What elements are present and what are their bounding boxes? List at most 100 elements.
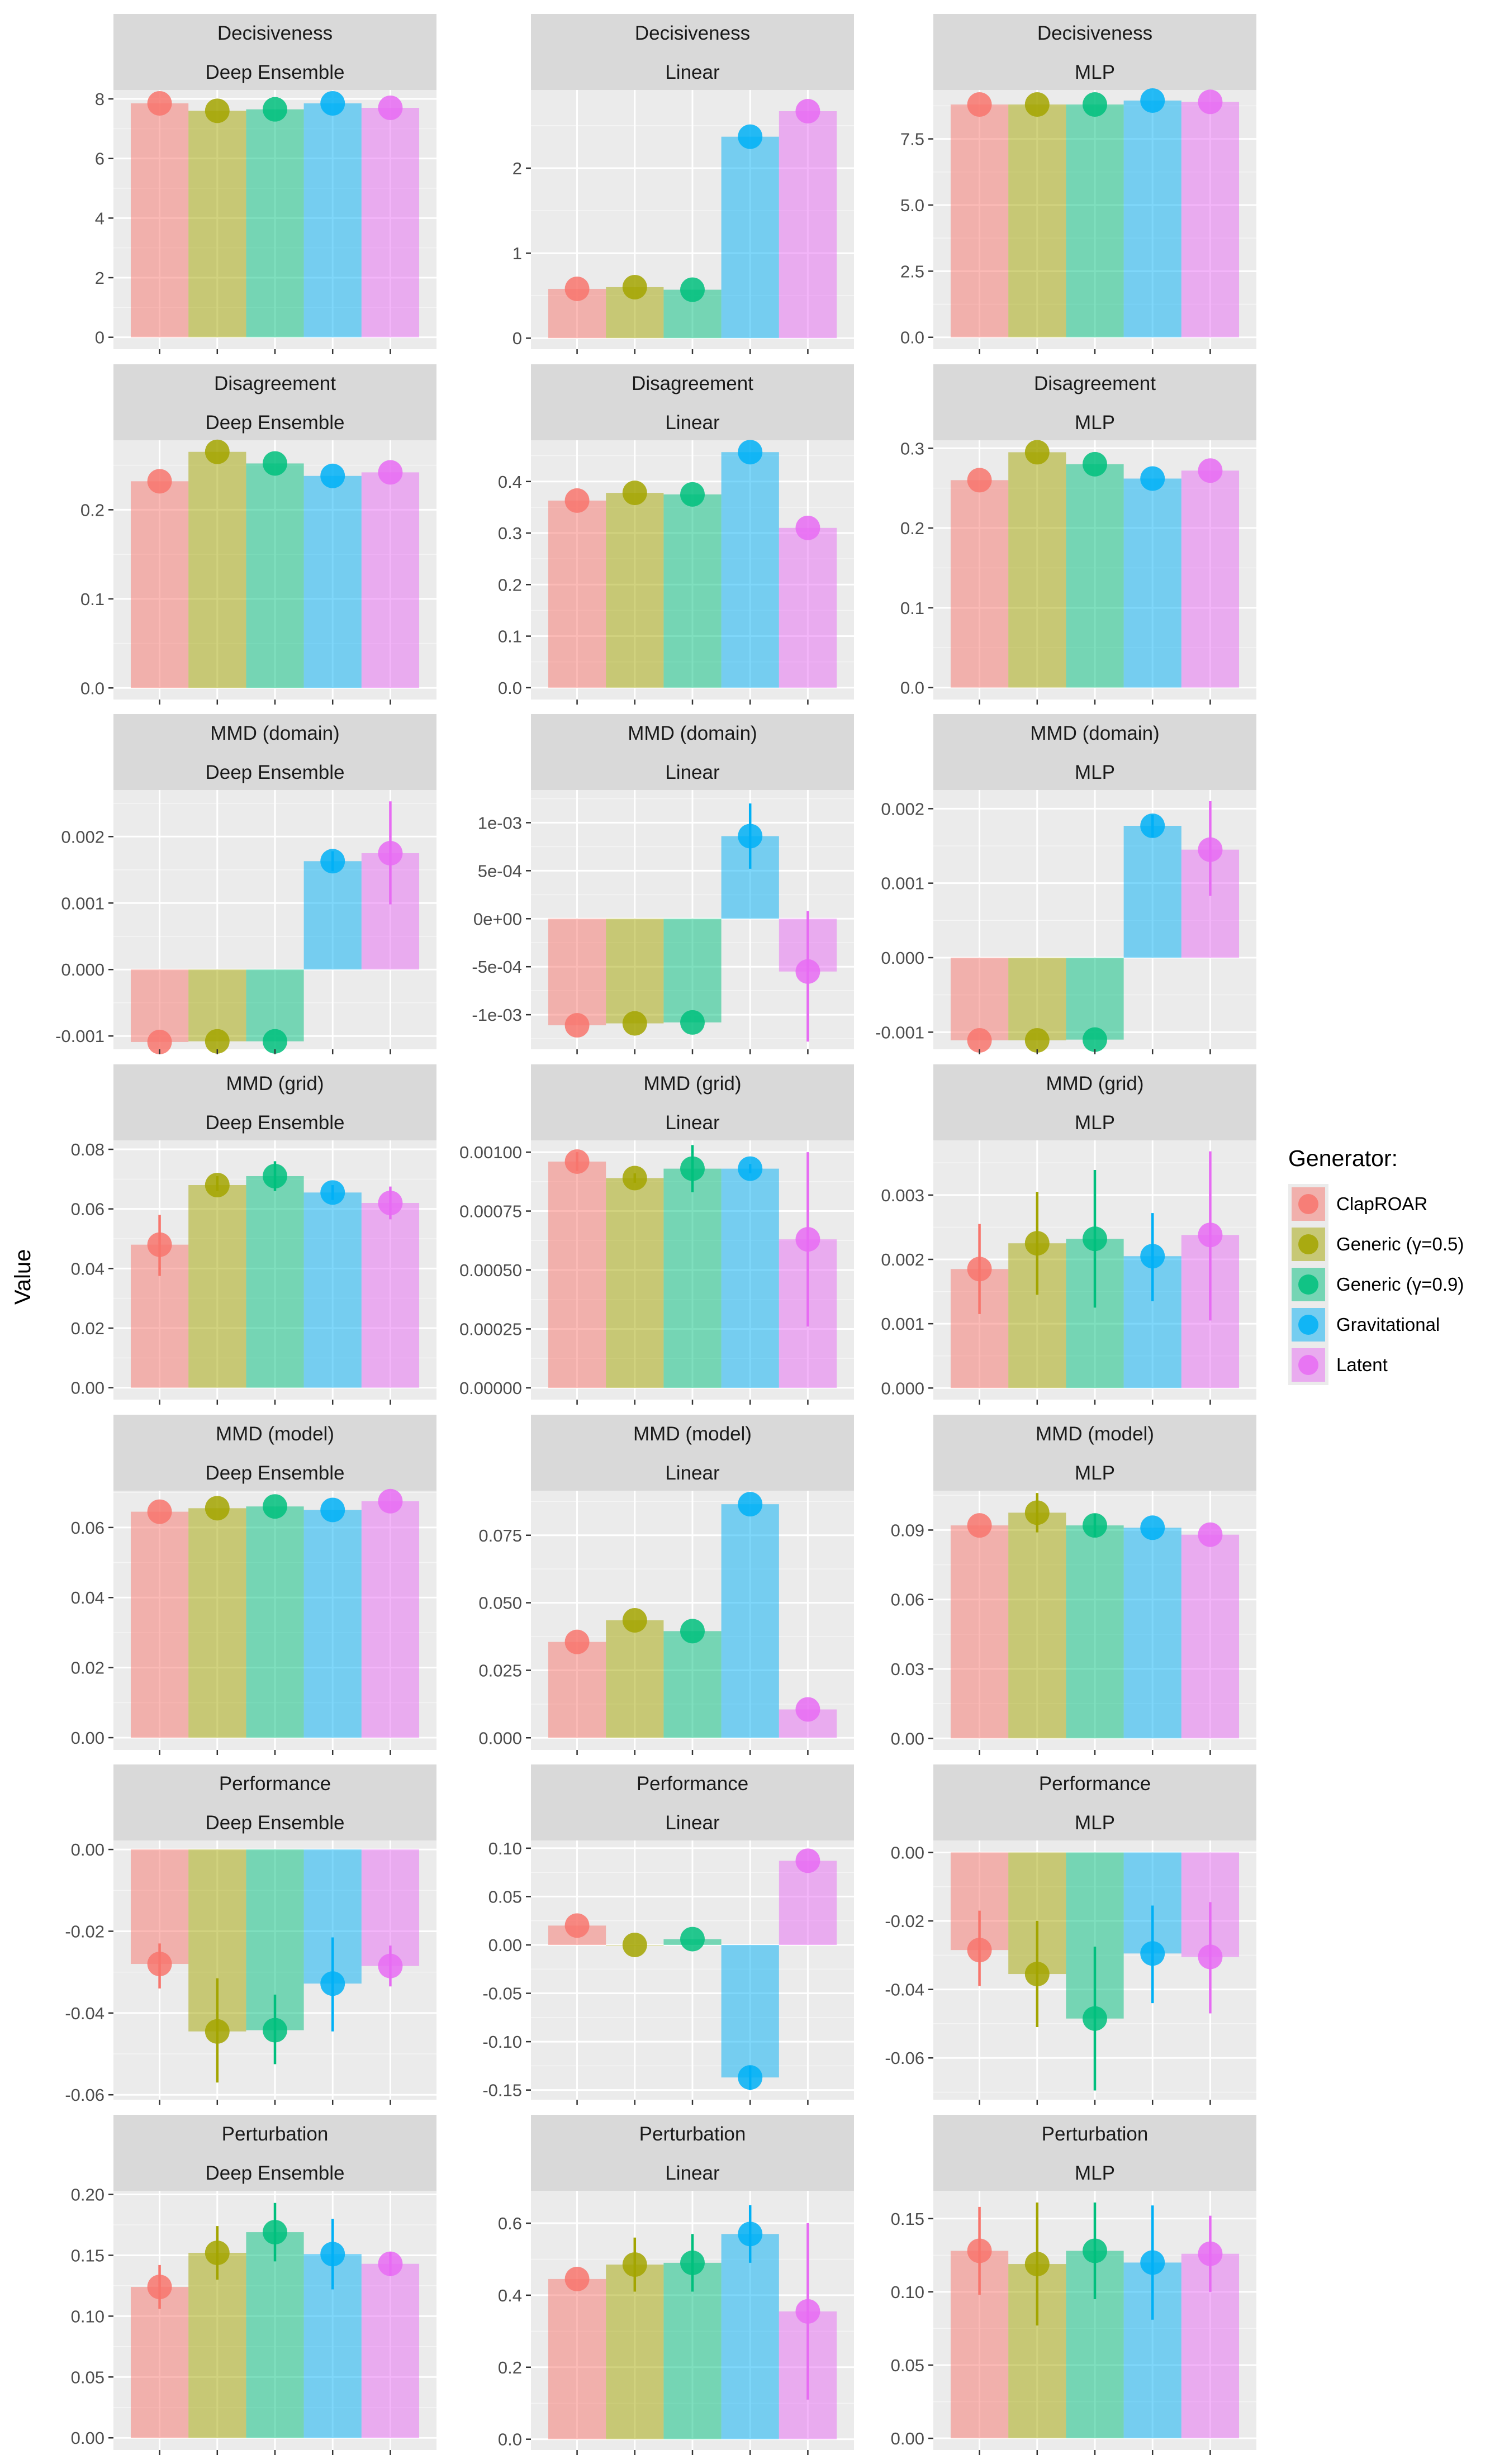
data-point [1083, 1226, 1107, 1252]
y-tick-label: 0 [95, 328, 105, 348]
data-point [795, 1697, 820, 1722]
bar [548, 500, 606, 688]
data-point [1198, 1223, 1223, 1248]
facet-strip [531, 2115, 854, 2191]
data-point [680, 1927, 705, 1952]
data-point [1140, 1515, 1165, 1540]
y-tick-label: 0.000 [881, 1378, 924, 1398]
data-point [1083, 2006, 1107, 2031]
facet-title: Perturbation [222, 2123, 329, 2145]
data-point [622, 274, 647, 299]
data-point [320, 91, 345, 116]
y-tick-label: 0.000 [881, 948, 924, 968]
y-tick-label: 0.0 [498, 2430, 522, 2449]
facet-subtitle: Linear [665, 1462, 720, 1484]
data-point [378, 1953, 403, 1978]
y-tick-label: 0.00 [891, 1729, 924, 1748]
data-point [1140, 466, 1165, 491]
facet-subtitle: Linear [665, 2162, 720, 2184]
bar [1066, 464, 1124, 688]
bar [246, 109, 304, 337]
facet-title: Perturbation [639, 2123, 746, 2145]
bar [1123, 478, 1181, 688]
facet-title: Decisiveness [635, 22, 750, 44]
data-point [967, 1257, 992, 1282]
facet-title: MMD (model) [1036, 1423, 1154, 1445]
facet-strip [113, 14, 436, 90]
y-tick-label: 0.025 [478, 1661, 522, 1680]
data-point [1024, 1962, 1050, 1987]
data-point [1083, 2238, 1107, 2263]
bar [188, 1185, 246, 1388]
data-point [564, 488, 590, 513]
legend-title: Generator: [1288, 1145, 1398, 1171]
bar [721, 1944, 779, 2078]
legend-label: Latent [1336, 1354, 1388, 1375]
data-point [1198, 458, 1223, 483]
data-point [622, 1011, 647, 1036]
facet-subtitle: MLP [1075, 1112, 1115, 1134]
y-tick-label: 4 [95, 208, 105, 228]
bar [1123, 1528, 1181, 1739]
y-tick-label: 5.0 [900, 196, 924, 215]
y-tick-label: 0.2 [498, 2358, 522, 2377]
facet-title: Decisiveness [1037, 22, 1152, 44]
facet-subtitle: Deep Ensemble [205, 412, 344, 434]
bar [1123, 826, 1181, 958]
facet-title: Decisiveness [217, 22, 333, 44]
bar [1181, 470, 1240, 688]
y-tick-label: 0.3 [900, 439, 924, 458]
facet-strip [113, 714, 436, 790]
y-tick-label: -0.001 [875, 1022, 924, 1042]
data-point [738, 824, 763, 849]
data-point [1083, 92, 1107, 117]
y-tick-label: 6 [95, 149, 105, 169]
facet-subtitle: Deep Ensemble [205, 1462, 344, 1484]
data-point [738, 2222, 763, 2247]
data-point [263, 1164, 287, 1188]
facet-strip [531, 1415, 854, 1491]
y-tick-label: 0.000 [478, 1728, 522, 1748]
bar [606, 493, 664, 688]
facet-strip [531, 364, 854, 440]
data-point [378, 1191, 403, 1215]
data-point [967, 1028, 992, 1053]
y-tick-label: 0.00 [488, 1935, 522, 1955]
legend-label: Generic (γ=0.9) [1336, 1274, 1464, 1295]
data-point [967, 468, 992, 493]
data-point [320, 2242, 345, 2267]
bar [606, 2265, 664, 2439]
data-point [320, 1497, 345, 1523]
facet-strip [531, 14, 854, 90]
y-tick-label: 0.00 [71, 1728, 105, 1748]
bar [361, 472, 420, 688]
data-point [622, 2252, 647, 2277]
bar [246, 1506, 304, 1738]
facet-panel: Performance Linear -0.15 -0.10 -0.05 0.00 0.05… [482, 1764, 854, 2105]
y-tick-label: 0.00000 [459, 1378, 522, 1398]
bar [663, 494, 722, 688]
data-point [1140, 88, 1165, 113]
legend-item-gravitational: Gravitational [1288, 1305, 1501, 1345]
facet-panel: MMD (model) Deep Ensemble 0.00 0.02 0.04 0.06 [71, 1415, 436, 1755]
data-point [680, 1156, 705, 1181]
data-point [205, 439, 230, 464]
legend-key [1288, 1184, 1328, 1224]
bar [779, 1861, 837, 1945]
facet-title: Disagreement [632, 373, 753, 394]
data-point [738, 440, 763, 465]
facet-panel: Performance MLP -0.06 -0.04 -0.02 0.00 [885, 1764, 1256, 2105]
data-point [680, 482, 705, 507]
data-point [147, 1499, 172, 1524]
legend-item-clap-roar: ClapROAR [1288, 1184, 1501, 1224]
y-tick-label: 0.20 [71, 2185, 105, 2205]
data-point [147, 469, 172, 494]
legend-item-latent: Latent [1288, 1345, 1501, 1385]
facet-subtitle: Deep Ensemble [205, 1812, 344, 1834]
y-tick-label: 0.3 [498, 524, 522, 543]
data-point [1140, 1941, 1165, 1966]
facet-title: Performance [1039, 1773, 1151, 1795]
bar [663, 919, 722, 1022]
y-tick-label: 7.5 [900, 130, 924, 149]
